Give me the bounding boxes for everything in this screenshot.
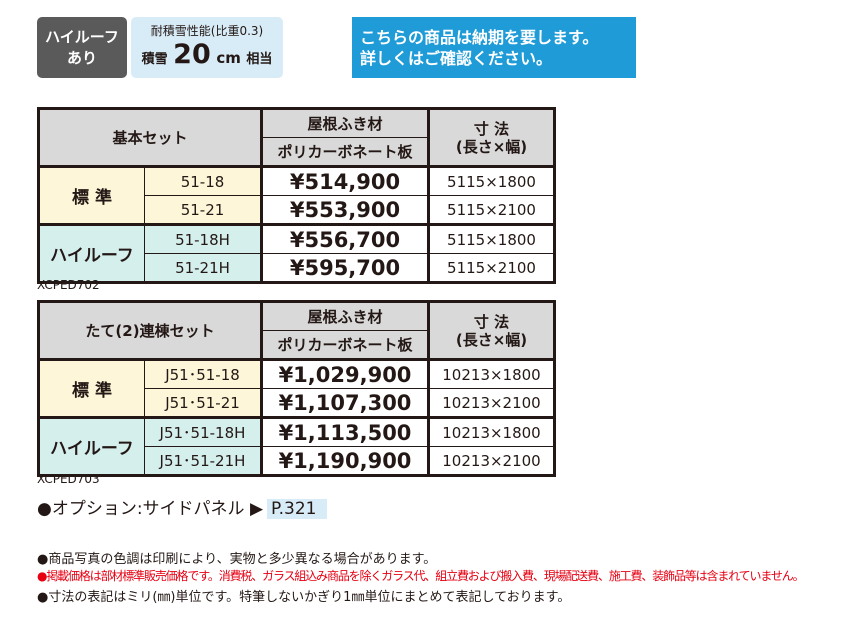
- group-label: 標 準: [37, 166, 145, 226]
- header-row: 基本セット 屋根ふき材寸 法 (長さ×幅): [37, 107, 556, 168]
- size: 5115×1800: [428, 166, 556, 196]
- body-row: 51-21H ¥595,700 5115×2100: [39, 253, 556, 284]
- header-row: ポリカーボネート板: [39, 330, 555, 361]
- table-caption: XCPED702: [37, 278, 100, 292]
- note: ●寸法の表記はミリ(㎜)単位です。特筆しないかぎり1㎜単位にまとめて表記しており…: [37, 590, 571, 605]
- model-code: J51･51-18H: [144, 417, 262, 447]
- body-row: ハイルーフ J51･51-18H ¥1,113,500 10213×1800: [37, 417, 556, 477]
- snow-box: 耐積雪性能(比重0.3) 積雪 20 cm 相当: [131, 17, 283, 78]
- snow-unit: cm: [216, 49, 241, 67]
- size: 5115×1800: [428, 224, 556, 254]
- size: 10213×1800: [428, 359, 556, 389]
- body-row: ハイルーフ 51-18H ¥556,700 5115×1800: [37, 224, 556, 284]
- header-row: たて(2)連棟セット 屋根ふき材寸 法 (長さ×幅): [37, 300, 556, 361]
- size-label: 寸 法: [473, 119, 510, 138]
- price: ¥1,107,300: [260, 388, 430, 419]
- header-row: ポリカーボネート板: [39, 137, 555, 168]
- price: ¥1,190,900: [260, 446, 430, 477]
- option-page: P.321: [267, 499, 327, 519]
- notice-line: こちらの商品は納期を要します。: [360, 27, 599, 47]
- badge-line: ハイルーフ: [45, 27, 119, 46]
- snow-suffix: 相当: [246, 52, 273, 67]
- price-table: 基本セット 屋根ふき材寸 法 (長さ×幅) ポリカーボネート板標 準 51-18 ¥514…: [37, 107, 556, 284]
- body-row: 51-21 ¥553,900 5115×2100: [39, 195, 556, 226]
- model-code: J51･51-18: [144, 359, 262, 389]
- model-code: 51-18H: [144, 224, 262, 254]
- price: ¥514,900: [260, 166, 430, 196]
- model-code: 51-18: [144, 166, 262, 196]
- price: ¥1,113,500: [260, 417, 430, 447]
- snow-prefix: 積雪: [141, 52, 168, 67]
- body-row: J51･51-21H ¥1,190,900 10213×2100: [39, 446, 556, 477]
- price: ¥553,900: [260, 195, 430, 226]
- material-label: 屋根ふき材: [260, 300, 430, 331]
- snow-value: 20: [173, 39, 211, 70]
- model-code: J51･51-21H: [144, 446, 262, 477]
- price: ¥595,700: [260, 253, 430, 284]
- badge: ハイルーフ あり: [37, 17, 127, 78]
- size: 5115×2100: [428, 253, 556, 284]
- notice: こちらの商品は納期を要します。 詳しくはご確認ください。: [352, 17, 636, 78]
- badge-line: あり: [66, 48, 97, 67]
- option-text: ●オプション:サイドパネル ▶: [37, 499, 264, 519]
- price: ¥1,029,900: [260, 359, 430, 389]
- group-label: 標 準: [37, 359, 145, 419]
- price: ¥556,700: [260, 224, 430, 254]
- size-sub: (長さ×幅): [455, 330, 528, 349]
- size: 10213×2100: [428, 388, 556, 419]
- option: ●オプション:サイドパネル ▶ P.321: [37, 494, 327, 519]
- notice-line: 詳しくはご確認ください。: [360, 48, 553, 68]
- set-name: 基本セット: [37, 107, 262, 168]
- note: ●商品写真の色調は印刷により、実物と多少異なる場合があります。: [37, 552, 437, 567]
- table-caption: XCPED703: [37, 472, 100, 486]
- size: 10213×2100: [428, 446, 556, 477]
- size: 5115×2100: [428, 195, 556, 226]
- body-row: 標 準 J51･51-18 ¥1,029,900 10213×1800: [37, 359, 556, 419]
- snow-label: 耐積雪性能(比重0.3): [150, 24, 264, 38]
- snow-value-line: 積雪 20 cm 相当: [131, 39, 283, 70]
- model-code: 51-21: [144, 195, 262, 226]
- material-label: 屋根ふき材: [260, 107, 430, 138]
- size-label: 寸 法: [473, 312, 510, 331]
- group-label: ハイルーフ: [37, 417, 145, 477]
- size-header: 寸 法 (長さ×幅): [428, 107, 556, 168]
- size-sub: (長さ×幅): [455, 137, 528, 156]
- body-row: J51･51-21 ¥1,107,300 10213×2100: [39, 388, 556, 419]
- note-price: ●掲載価格は部材標準販売価格です。消費税、ガラス組込み商品を除くガラス代、組立費…: [37, 569, 805, 583]
- price-table: たて(2)連棟セット 屋根ふき材寸 法 (長さ×幅) ポリカーボネート板標 準 J51･…: [37, 300, 556, 477]
- size: 10213×1800: [428, 417, 556, 447]
- material: ポリカーボネート板: [260, 137, 430, 168]
- size-header: 寸 法 (長さ×幅): [428, 300, 556, 361]
- body-row: 標 準 51-18 ¥514,900 5115×1800: [37, 166, 556, 226]
- material: ポリカーボネート板: [260, 330, 430, 361]
- model-code: 51-21H: [144, 253, 262, 284]
- set-name: たて(2)連棟セット: [37, 300, 262, 361]
- model-code: J51･51-21: [144, 388, 262, 419]
- group-label: ハイルーフ: [37, 224, 145, 284]
